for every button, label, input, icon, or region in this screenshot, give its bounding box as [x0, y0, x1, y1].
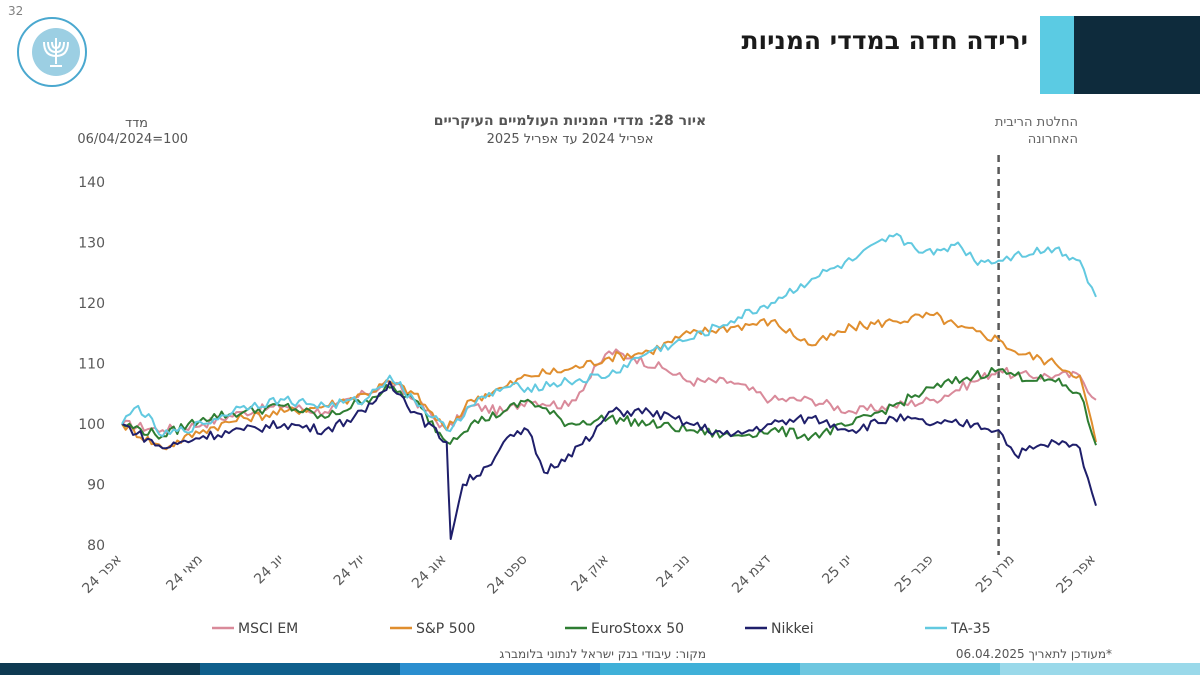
- legend-label: S&P 500: [416, 621, 475, 637]
- y-tick-label: 130: [78, 236, 105, 252]
- updated-note: *מעודכן לתאריך 06.04.2025: [955, 647, 1112, 661]
- y-tick-label: 120: [78, 296, 105, 312]
- legend-label: Nikkei: [771, 621, 814, 637]
- footer-segment: [0, 663, 200, 675]
- x-tick-label: אוג 24: [409, 552, 449, 592]
- series-line-s-p-500: [121, 311, 1097, 451]
- source-note: מקור: עיבודי בנק ישראל לנתוני בלומברג: [499, 647, 706, 661]
- x-tick-label: מאי 24: [163, 552, 206, 595]
- y-tick-label: 100: [78, 417, 105, 433]
- y-axis-label: מדד: [124, 116, 148, 131]
- chart-title: איור 28: מדדי המניות העולמיים העיקריים: [433, 113, 707, 129]
- x-tick-label: אוק 24: [568, 552, 611, 595]
- x-tick-label: אפר 25: [1053, 552, 1098, 597]
- series-line-ta-35: [121, 232, 1097, 438]
- y-tick-label: 140: [78, 175, 105, 191]
- x-tick-label: נוב 24: [654, 552, 693, 591]
- legend-label: EuroStoxx 50: [591, 621, 684, 637]
- y-axis-unit: 06/04/2024=100: [77, 132, 188, 147]
- chart-subtitle: אפריל 2024 עד אפריל 2025: [486, 132, 654, 147]
- y-tick-label: 90: [87, 478, 105, 494]
- x-tick-label: ינו 25: [819, 552, 855, 588]
- footer-segment: [200, 663, 400, 675]
- series-line-nikkei: [121, 380, 1097, 540]
- title-dark-bar: [1074, 16, 1200, 94]
- y-tick-label: 80: [87, 538, 105, 554]
- x-tick-label: ספט 24: [485, 552, 531, 598]
- title-accent-bar: [1040, 16, 1076, 94]
- x-tick-label: מרץ 25: [973, 552, 1018, 597]
- x-tick-label: פבר 25: [892, 552, 937, 597]
- footer-segment: [800, 663, 1000, 675]
- footer-bar: [0, 663, 1200, 675]
- footer-segment: [400, 663, 600, 675]
- y-tick-label: 110: [78, 357, 105, 373]
- legend-label: TA-35: [950, 621, 991, 637]
- slide-title: ירידה חדה במדדי המניות: [741, 26, 1028, 55]
- x-tick-label: יונ 24: [251, 552, 287, 588]
- x-tick-label: אפר 24: [79, 552, 124, 597]
- footer-segment: [1000, 663, 1200, 675]
- chart-svg: 80 90 100 110 120 130 140 אפר 24 מאי 24 יונ 24 יול…: [78, 155, 1099, 637]
- footer-segment: [600, 663, 800, 675]
- bank-of-israel-logo-icon: [17, 17, 87, 87]
- x-tick-label: יול 24: [331, 552, 369, 590]
- rate-decision-annotation: החלטת הריבית האחרונה: [994, 115, 1078, 147]
- series-line-msci-em: [121, 348, 1097, 435]
- series-line-eurostoxx-50: [121, 367, 1097, 446]
- x-tick-label: דצמ 24: [729, 551, 774, 596]
- page-number: 32: [8, 4, 24, 18]
- legend-label: MSCI EM: [238, 621, 298, 637]
